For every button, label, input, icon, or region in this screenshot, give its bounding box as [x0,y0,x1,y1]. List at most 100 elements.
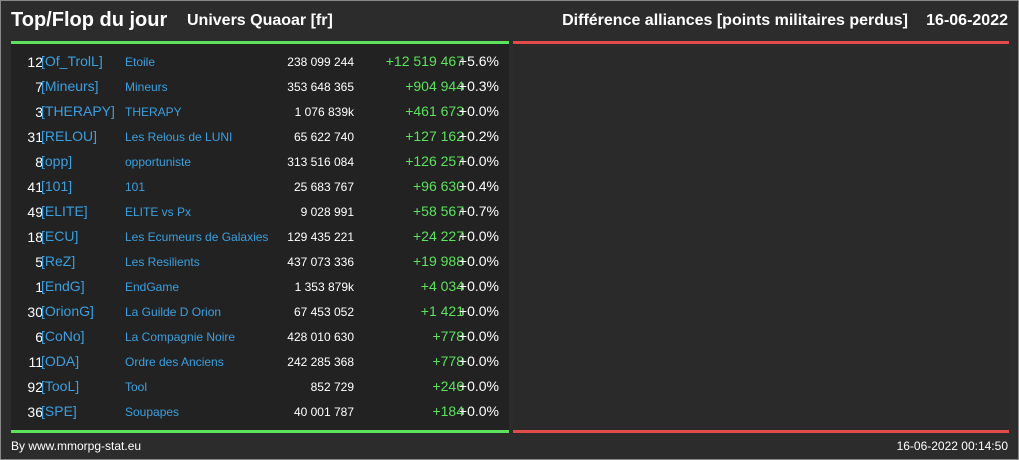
alliance-rank: 6 [35,329,43,345]
alliance-name[interactable]: Les Ecumeurs de Galaxies [125,230,269,244]
alliance-rank: 5 [35,254,43,270]
alliance-rank: 11 [28,354,43,370]
points-difference: +778 [432,353,464,369]
alliance-points: 25 683 767 [293,180,354,194]
alliance-points: 67 453 052 [293,305,354,319]
alliance-rank: 92 [27,379,43,395]
universe-label: Univers Quaoar [fr] [187,12,333,29]
alliance-points: 1 076 839k [294,105,354,119]
site-credit: By www.mmorpg-stat.eu [11,439,142,453]
table-row: 1 [EndG] EndGame 1 353 879k +4 034 +0.0% [11,275,509,300]
table-row: 5 [ReZ] Les Resilients 437 073 336 +19 988 +0… [11,250,509,275]
alliance-tag[interactable]: [CoNo] [41,328,85,344]
percent-change: +0.7% [458,203,499,219]
points-difference: +4 034 [420,278,464,294]
alliance-tag[interactable]: [ELITE] [41,203,88,219]
points-difference: +184 [432,403,464,419]
percent-change: +0.0% [458,153,499,169]
alliance-name[interactable]: La Guilde D Orion [125,305,222,319]
points-difference: +461 673 [405,103,464,119]
table-row: 92 [TooL] Tool 852 729 +246 +0.0% [11,375,509,400]
table-row: 11 [ODA] Ordre des Anciens 242 285 368 +778 +… [11,350,509,375]
percent-change: +5.6% [458,53,499,69]
alliance-rank: 31 [27,129,43,145]
alliance-tag[interactable]: [101] [41,178,73,194]
alliance-points: 238 099 244 [287,55,354,69]
alliance-points: 428 010 630 [287,330,354,344]
alliance-name[interactable]: Tool [125,380,148,394]
alliance-name[interactable]: Ordre des Anciens [125,355,224,369]
table-row: 49 [ELITE] ELITE vs Px 9 028 991 +58 567 +0.7… [11,200,509,225]
alliance-points: 353 648 365 [287,80,354,94]
header: Top/Flop du jour Univers Quaoar [fr] Dif… [1,1,1018,41]
points-difference: +1 421 [420,303,464,319]
alliance-tag[interactable]: [Mineurs] [41,78,99,94]
table-row: 18 [ECU] Les Ecumeurs de Galaxies 129 435 2… [11,225,509,250]
alliance-name[interactable]: Les Resilients [125,255,200,269]
alliance-tag[interactable]: [ReZ] [41,253,76,269]
alliance-points: 9 028 991 [300,205,354,219]
points-difference: +246 [432,378,464,394]
points-difference: +96 630 [413,178,464,194]
table-row: 41 [101] 101 25 683 767 +96 630 +0.4% [11,175,509,200]
points-difference: +127 162 [405,128,464,144]
points-difference: +58 567 [413,203,464,219]
alliance-name[interactable]: THERAPY [125,105,182,119]
alliance-name[interactable]: Mineurs [125,80,168,94]
alliance-tag[interactable]: [ECU] [41,228,79,244]
alliance-rank: 36 [27,404,43,420]
alliance-rank: 3 [35,104,43,120]
table-row: 31 [RELOU] Les Relous de LUNI 65 622 740 +12… [11,125,509,150]
alliance-points: 437 073 336 [287,255,354,269]
ranking-subtitle: Différence alliances [points militaires … [562,12,908,29]
alliance-name[interactable]: Les Relous de LUNI [125,130,233,144]
alliance-rank: 41 [27,179,43,195]
alliance-points: 129 435 221 [287,230,354,244]
alliance-name[interactable]: 101 [125,180,146,194]
alliance-name[interactable]: ELITE vs Px [125,205,192,219]
percent-change: +0.0% [458,228,499,244]
alliance-points: 313 516 084 [287,155,354,169]
alliance-name[interactable]: EndGame [125,280,180,294]
alliance-tag[interactable]: [OrionG] [41,303,94,319]
table-row: 30 [OrionG] La Guilde D Orion 67 453 052 +1 … [11,300,509,325]
percent-change: +0.0% [458,303,499,319]
ranking-date: 16-06-2022 [926,12,1008,29]
alliance-tag[interactable]: [ODA] [41,353,80,369]
alliance-rank: 7 [35,79,43,95]
table-row: 8 [opp] opportuniste 313 516 084 +126 257 +0.… [11,150,509,175]
alliance-name[interactable]: Soupapes [125,405,180,419]
percent-change: +0.2% [458,128,499,144]
alliance-name[interactable]: opportuniste [125,155,192,169]
alliance-name[interactable]: Etoile [125,55,156,69]
percent-change: +0.0% [458,253,499,269]
generated-timestamp: 16-06-2022 00:14:50 [896,439,1008,453]
top-panel: 12 [Of_TrolL] Etoile 238 099 244 +12 519 467… [11,41,509,433]
alliance-tag[interactable]: [THERAPY] [41,103,115,119]
percent-change: +0.4% [458,178,499,194]
alliance-tag[interactable]: [Of_TrolL] [41,53,103,69]
points-difference: +904 944 [405,78,464,94]
alliance-tag[interactable]: [EndG] [41,278,85,294]
alliance-tag[interactable]: [SPE] [41,403,77,419]
page-title: Top/Flop du jour [11,9,168,31]
alliance-tag[interactable]: [RELOU] [41,128,98,144]
table-row: 7 [Mineurs] Mineurs 353 648 365 +904 944 +0.3… [11,75,509,100]
percent-change: +0.0% [458,378,499,394]
alliance-tag[interactable]: [opp] [41,153,73,169]
alliance-tag[interactable]: [TooL] [41,378,80,394]
percent-change: +0.0% [458,353,499,369]
percent-change: +0.0% [458,103,499,119]
alliance-name[interactable]: La Compagnie Noire [125,330,236,344]
points-difference: +24 227 [413,228,464,244]
table-row: 6 [CoNo] La Compagnie Noire 428 010 630 +778… [11,325,509,350]
alliance-rank: 8 [35,154,43,170]
table-row: 36 [SPE] Soupapes 40 001 787 +184 +0.0% [11,400,509,425]
alliance-points: 852 729 [310,380,354,394]
alliance-rank: 18 [27,229,43,245]
points-difference: +778 [432,328,464,344]
percent-change: +0.3% [458,78,499,94]
alliance-points: 40 001 787 [293,405,354,419]
points-difference: +12 519 467 [385,53,464,69]
